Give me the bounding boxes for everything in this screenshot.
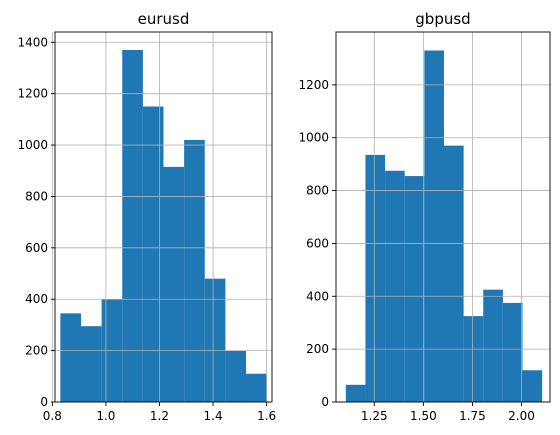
histogram-bar — [142, 106, 164, 402]
axes-frame — [335, 31, 551, 403]
y-tick-label: 1000 — [298, 131, 329, 145]
y-tick-label: 1000 — [17, 138, 48, 152]
y-tick-label: 1400 — [17, 35, 48, 49]
y-tick-label: 0 — [321, 395, 329, 409]
y-tick-label: 1200 — [298, 78, 329, 92]
histogram-bar — [246, 373, 267, 402]
subplot-title: eurusd — [138, 10, 190, 28]
histogram-bar — [443, 145, 464, 402]
x-tick-label: 1.75 — [459, 409, 486, 423]
histogram-bar — [204, 278, 226, 402]
x-tick-label: 0.8 — [43, 409, 62, 423]
y-tick-label: 1200 — [17, 87, 48, 101]
histogram-bar — [463, 316, 484, 402]
histogram-bar — [385, 170, 405, 402]
histogram-bar — [404, 176, 425, 402]
histogram-bar — [163, 166, 185, 402]
histogram-bar — [225, 350, 247, 402]
x-tick-label: 1.0 — [96, 409, 115, 423]
x-tick-label: 1.2 — [150, 409, 169, 423]
histogram-bar — [365, 154, 386, 402]
histogram-bar — [345, 384, 366, 402]
x-tick-label: 1.25 — [361, 409, 388, 423]
axes-frame — [54, 31, 273, 403]
histogram-bar — [80, 326, 102, 402]
y-tick-label: 800 — [306, 184, 329, 198]
y-tick-label: 600 — [25, 241, 48, 255]
subplot-title: gbpusd — [415, 10, 470, 28]
x-tick-label: 1.6 — [257, 409, 276, 423]
subplot-eurusd: 0.8 1.0 1.2 1.4 1.6 0 200 400 600 800 1000 1200 1400… — [17, 10, 276, 423]
y-tick-label: 400 — [25, 292, 48, 306]
y-tick-label: 600 — [306, 236, 329, 250]
y-tick-label: 0 — [40, 395, 48, 409]
histogram-bar — [483, 289, 503, 402]
histogram-bar — [502, 302, 523, 402]
y-tick-label: 800 — [25, 189, 48, 203]
histogram-bar — [184, 139, 205, 402]
subplot-gbpusd: 1.25 1.50 1.75 2.00 0 200 400 600 800 1000 1200 gbp… — [298, 10, 551, 423]
x-tick-label: 1.4 — [204, 409, 223, 423]
histogram-bar — [122, 49, 143, 402]
x-tick-label: 1.50 — [410, 409, 437, 423]
histogram-bar — [522, 370, 543, 402]
histogram-bar — [424, 50, 444, 402]
y-tick-label: 400 — [306, 289, 329, 303]
y-tick-label: 200 — [25, 344, 48, 358]
x-tick-label: 2.00 — [508, 409, 535, 423]
y-tick-label: 200 — [306, 342, 329, 356]
histogram-bar — [60, 313, 81, 402]
